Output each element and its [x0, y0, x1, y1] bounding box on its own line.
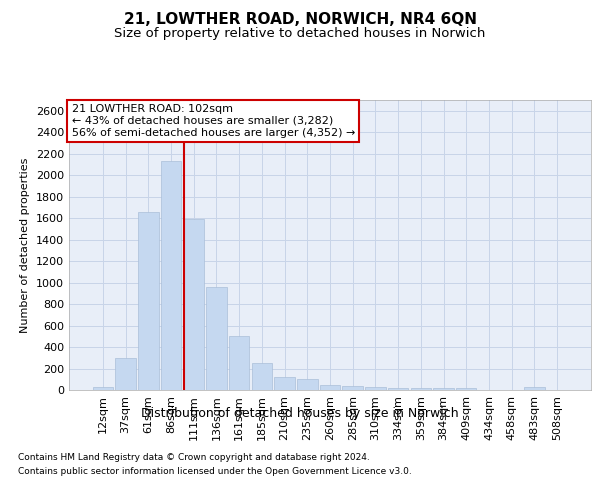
- Text: Size of property relative to detached houses in Norwich: Size of property relative to detached ho…: [115, 28, 485, 40]
- Bar: [251, 363, 272, 390]
- Text: 21 LOWTHER ROAD: 102sqm
← 43% of detached houses are smaller (3,282)
56% of semi: 21 LOWTHER ROAD: 102sqm ← 43% of detache…: [71, 104, 355, 138]
- Bar: [433, 388, 454, 390]
- Bar: [115, 358, 136, 390]
- Bar: [343, 386, 363, 390]
- Bar: [365, 388, 386, 390]
- Text: 21, LOWTHER ROAD, NORWICH, NR4 6QN: 21, LOWTHER ROAD, NORWICH, NR4 6QN: [124, 12, 476, 28]
- Bar: [161, 161, 181, 390]
- Bar: [388, 388, 409, 390]
- Bar: [206, 287, 227, 390]
- Text: Contains public sector information licensed under the Open Government Licence v3: Contains public sector information licen…: [18, 468, 412, 476]
- Bar: [184, 218, 204, 390]
- Text: Contains HM Land Registry data © Crown copyright and database right 2024.: Contains HM Land Registry data © Crown c…: [18, 452, 370, 462]
- Bar: [524, 388, 545, 390]
- Bar: [229, 336, 250, 390]
- Bar: [274, 377, 295, 390]
- Text: Distribution of detached houses by size in Norwich: Distribution of detached houses by size …: [141, 408, 459, 420]
- Y-axis label: Number of detached properties: Number of detached properties: [20, 158, 31, 332]
- Bar: [320, 385, 340, 390]
- Bar: [93, 388, 113, 390]
- Bar: [410, 388, 431, 390]
- Bar: [456, 388, 476, 390]
- Bar: [297, 380, 317, 390]
- Bar: [138, 212, 158, 390]
